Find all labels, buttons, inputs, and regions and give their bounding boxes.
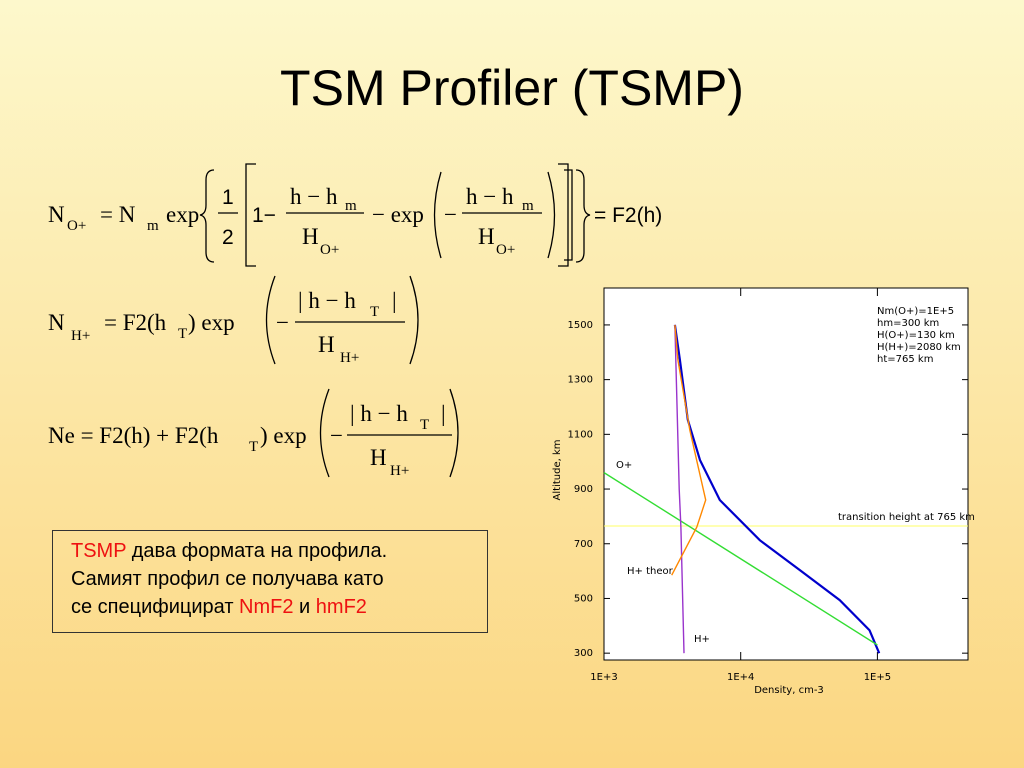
bracket <box>558 163 573 267</box>
x-axis-label: Density, cm-3 <box>754 685 824 696</box>
chart: Altitude, km Density, cm-3 Nm(O+)=1E+5 h… <box>552 287 975 696</box>
series-line <box>674 324 685 654</box>
eq-sub: H+ <box>71 328 90 344</box>
y-tick-label: 300 <box>574 648 593 659</box>
x-tick-label: 1E+5 <box>864 672 891 683</box>
eq-sub: m <box>522 198 534 214</box>
text: се специфицират <box>71 596 240 618</box>
equation: N O+ = N m exp 1 2 1− h − h m H O+ − exp… <box>48 163 662 267</box>
eq-text: exp <box>166 202 199 227</box>
annotation: H(H+)=2080 km <box>877 342 961 353</box>
eq-text: | <box>392 288 397 313</box>
paren <box>547 171 556 259</box>
y-tick-label: 1500 <box>568 320 593 331</box>
equation: N H+ = F2(h T ) exp − | h − h T | H H+ <box>48 275 419 366</box>
text-box: TSMP дава формата на профила. Самият про… <box>52 530 488 633</box>
x-tick-label: 1E+3 <box>590 672 617 683</box>
eq-text: = N <box>100 202 136 227</box>
text: дава формата на профила. <box>126 540 388 562</box>
eq-sub: T <box>178 326 187 342</box>
eq-text: h − h <box>466 184 514 209</box>
annotation: ht=765 km <box>877 354 933 365</box>
eq-text: | h − h <box>298 288 356 313</box>
annotation: transition height at 765 km <box>838 512 975 523</box>
eq-sub: T <box>420 417 429 433</box>
series-line <box>603 472 878 646</box>
eq-sub: T <box>370 304 379 320</box>
brace <box>575 169 591 263</box>
paren <box>449 388 459 478</box>
eq-text: 1 <box>222 186 234 209</box>
y-axis-label: Altitude, km <box>552 440 563 501</box>
eq-sub: O+ <box>67 218 86 234</box>
eq-sub: T <box>249 439 258 455</box>
text-line: Самият профил се получава като <box>71 565 487 593</box>
bracket <box>245 163 256 267</box>
eq-text: − <box>276 310 289 335</box>
eq-text: ) exp <box>188 310 235 335</box>
eq-sub: O+ <box>496 242 515 258</box>
eq-text: ) exp <box>260 423 307 448</box>
brace <box>199 169 215 263</box>
annotation: Nm(O+)=1E+5 <box>877 306 954 317</box>
eq-sub: m <box>345 198 357 214</box>
eq-text: − <box>330 423 343 448</box>
eq-text: | <box>441 401 446 426</box>
series-line <box>673 324 881 654</box>
eq-text: Ne = F2(h) + F2(h <box>48 423 219 448</box>
series-label: H+ theor <box>627 566 674 577</box>
series-line <box>671 324 707 576</box>
paren <box>433 171 442 259</box>
highlight: TSMP <box>71 540 127 562</box>
y-tick-label: 900 <box>574 484 593 495</box>
eq-text: H <box>478 224 495 249</box>
eq-text: N <box>48 202 65 227</box>
text: и <box>293 596 316 618</box>
eq-sub: O+ <box>320 242 339 258</box>
eq-sub: H+ <box>390 463 409 479</box>
equation: Ne = F2(h) + F2(h T ) exp − | h − h T | … <box>48 388 459 479</box>
eq-text: | h − h <box>350 401 408 426</box>
y-tick-label: 500 <box>574 593 593 604</box>
y-tick-label: 1100 <box>568 429 593 440</box>
y-tick-label: 1300 <box>568 375 593 386</box>
series-label: O+ <box>616 460 632 471</box>
series-label: H+ <box>694 634 710 645</box>
eq-text: 2 <box>222 226 234 249</box>
eq-sub: m <box>147 218 159 234</box>
x-tick-label: 1E+4 <box>727 672 754 683</box>
eq-text: N <box>48 310 65 335</box>
eq-text: − exp <box>372 202 424 227</box>
eq-text: h − h <box>290 184 338 209</box>
eq-sub: H+ <box>340 350 359 366</box>
eq-text: H <box>302 224 319 249</box>
text: Самият профил се получава като <box>71 568 384 590</box>
paren <box>265 275 276 365</box>
text-line: TSMP дава формата на профила. <box>71 537 487 565</box>
eq-text: H <box>318 332 335 357</box>
highlight: hmF2 <box>315 596 367 618</box>
plot-area <box>603 287 969 661</box>
eq-text: 1− <box>252 204 276 227</box>
highlight: NmF2 <box>239 596 294 618</box>
eq-text: H <box>370 445 387 470</box>
title: TSM Profiler (TSMP) <box>280 60 744 116</box>
text-line: се специфицират NmF2 и hmF2 <box>71 593 487 621</box>
paren <box>409 275 419 365</box>
eq-text: = F2(h <box>104 310 167 335</box>
annotation: hm=300 km <box>877 318 939 329</box>
y-tick-label: 700 <box>574 539 593 550</box>
paren <box>319 388 330 478</box>
annotation: H(O+)=130 km <box>877 330 955 341</box>
eq-text: = F2(h) <box>594 204 662 227</box>
eq-text: − <box>444 202 457 227</box>
